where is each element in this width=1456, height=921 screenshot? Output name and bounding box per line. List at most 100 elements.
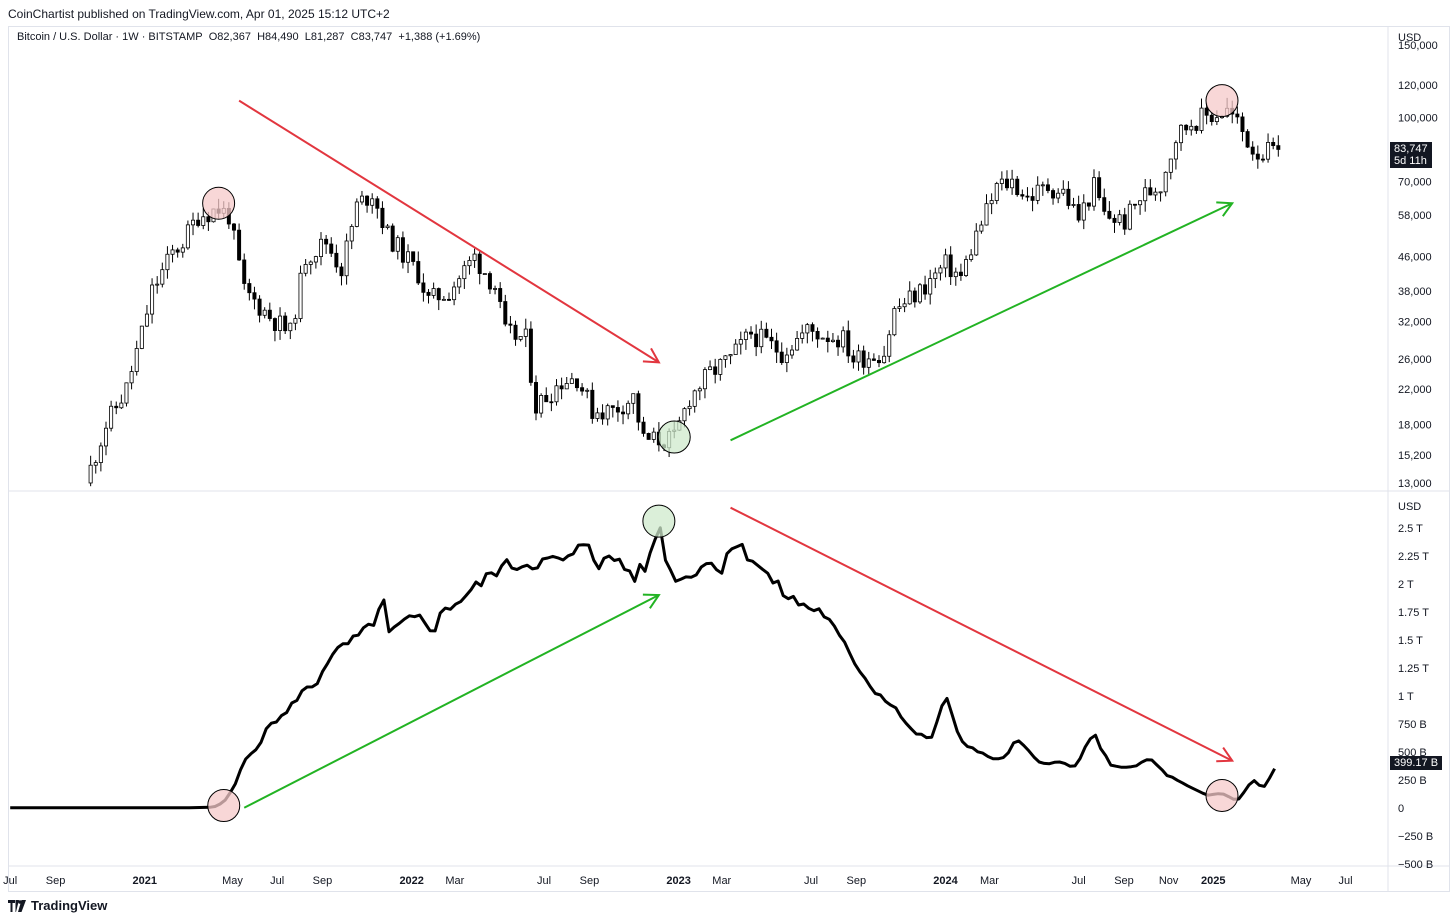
candle: [298, 265, 303, 323]
candle-body: [574, 378, 579, 389]
candle: [462, 260, 467, 289]
top-axis-currency: USD: [1398, 32, 1421, 44]
bottom-axis-tick-label: 500 B: [1398, 747, 1427, 759]
candle-body: [487, 273, 492, 290]
candle: [165, 246, 170, 279]
top-axis-tick-label: 120,000: [1398, 80, 1438, 92]
candle-body: [590, 389, 595, 419]
candle-body: [134, 348, 139, 372]
series-line: [10, 526, 1276, 810]
trend-arrow-shaft: [243, 594, 660, 809]
x-axis-tick-label: Sep: [313, 875, 333, 887]
candle-body: [564, 383, 569, 390]
candle: [160, 262, 165, 288]
candle: [129, 365, 134, 390]
candle-body: [104, 427, 108, 447]
candle-body: [1153, 191, 1158, 196]
candle: [754, 324, 759, 357]
candle-body: [1102, 197, 1107, 212]
candle-body: [539, 395, 544, 414]
candle-body: [749, 331, 754, 335]
candle: [769, 328, 774, 349]
candle-body: [257, 298, 262, 316]
candle-body: [1148, 187, 1153, 196]
bottom-axis-tick-label: −250 B: [1398, 831, 1433, 843]
candle-body: [738, 339, 743, 345]
candle: [969, 249, 974, 262]
candle: [1138, 200, 1143, 215]
candle-body: [472, 253, 477, 261]
footer-brand[interactable]: TradingView: [8, 898, 107, 913]
candle-body: [426, 291, 431, 296]
candle: [1107, 201, 1112, 220]
candle: [917, 282, 922, 304]
candle-body: [851, 355, 856, 363]
candle-body: [702, 369, 707, 390]
candle: [257, 295, 262, 323]
candle: [477, 251, 482, 285]
bottom-axis-currency: USD: [1398, 501, 1421, 513]
candle-body: [231, 223, 236, 231]
trend-arrow-head: [1216, 201, 1235, 217]
candle: [1035, 176, 1040, 205]
candle: [400, 231, 405, 269]
candle-body: [1143, 187, 1148, 202]
top-axis-tick-label: 32,000: [1398, 317, 1432, 329]
candle-body: [723, 355, 728, 360]
candle: [861, 345, 866, 375]
top-axis-tick-label: 58,000: [1398, 210, 1432, 222]
candle: [1086, 202, 1091, 211]
candle-body: [621, 411, 626, 415]
trend-arrow-shaft: [238, 99, 660, 364]
candle-body: [1266, 142, 1271, 160]
candle: [1030, 187, 1035, 212]
candle-body: [994, 183, 999, 201]
candle-body: [206, 216, 211, 223]
candle: [830, 333, 835, 343]
trend-arrow: [730, 201, 1235, 442]
candle-body: [861, 350, 866, 368]
candle: [733, 339, 738, 355]
candle: [104, 421, 108, 456]
candle: [984, 194, 989, 226]
candle: [897, 298, 902, 312]
bottom-axis-tick-label: 2.25 T: [1398, 551, 1429, 563]
candle-body: [334, 252, 339, 268]
candle-body: [528, 328, 533, 383]
candle-body: [1179, 124, 1184, 144]
candle-body: [1040, 184, 1045, 187]
candle-body: [871, 358, 876, 361]
candle: [979, 220, 984, 234]
candle: [467, 256, 472, 275]
candle: [892, 306, 897, 337]
candle: [124, 382, 129, 407]
candle-body: [395, 237, 400, 252]
candle-body: [897, 306, 902, 309]
candle: [738, 331, 743, 355]
candle: [549, 393, 554, 412]
candle: [815, 327, 820, 348]
candle-body: [605, 405, 610, 420]
bottom-axis-tick-label: 1.25 T: [1398, 663, 1429, 675]
candle: [262, 307, 267, 319]
candle-body: [431, 288, 436, 296]
candle-body: [877, 360, 881, 364]
candle: [718, 358, 723, 381]
candle: [498, 282, 503, 309]
candle: [98, 442, 103, 472]
candle: [779, 342, 784, 365]
bottom-axis-tick-label: 1.75 T: [1398, 607, 1429, 619]
candle-body: [114, 405, 119, 409]
candle: [1127, 200, 1132, 231]
candle-body: [359, 195, 364, 203]
candle-body: [902, 303, 907, 308]
bottom-axis-tick-label: 1 T: [1398, 691, 1414, 703]
candle: [457, 275, 462, 294]
x-axis-tick-label: Jul: [1072, 875, 1086, 887]
candle: [109, 400, 114, 432]
candle-body: [1010, 178, 1015, 189]
candle-body: [943, 254, 948, 269]
last-value-badge: 399.17 B: [1390, 756, 1443, 771]
candle: [303, 259, 308, 277]
